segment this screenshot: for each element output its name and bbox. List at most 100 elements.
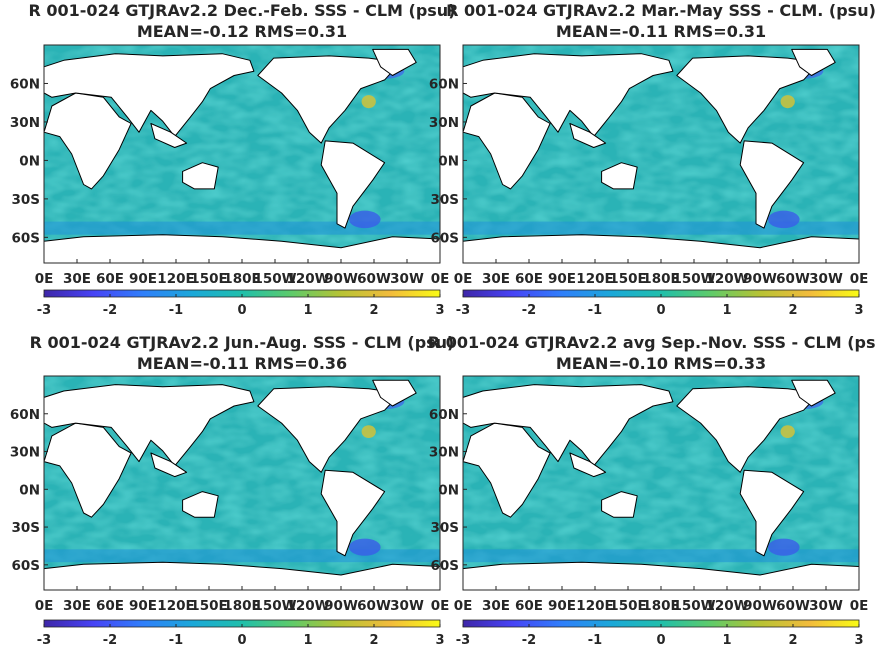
colorbar-tick-label: -1: [588, 633, 602, 648]
x-tick-label: 90E: [129, 598, 157, 614]
x-tick-label: 0E: [454, 271, 473, 287]
land-seAsia: [569, 452, 607, 478]
land-southAmerica: [320, 469, 386, 557]
x-tick-label: 90W: [324, 598, 358, 614]
anomaly-low: [767, 538, 800, 556]
colorbar-tick-label: -2: [103, 633, 117, 648]
x-tick-label: 90W: [743, 598, 777, 614]
land-northAmerica: [676, 386, 820, 473]
land-greenland: [372, 48, 417, 76]
y-tick-label: 60S: [11, 558, 40, 574]
x-tick-label: 60W: [357, 598, 391, 614]
southern-ocean-band: [463, 221, 859, 235]
x-tick-label: 30W: [390, 271, 424, 287]
land-africa: [43, 422, 132, 518]
land-australia: [182, 162, 219, 190]
land-greenland: [791, 48, 836, 76]
y-tick-label: 30N: [429, 445, 459, 461]
map-panel-4: R 001-024 GTJRAv2.2 avg Sep.-Nov. SSS - …: [428, 333, 875, 648]
x-tick-label: 30E: [63, 271, 91, 287]
x-tick-label: 60E: [96, 271, 124, 287]
y-tick-label: 30S: [430, 520, 459, 536]
land-southAmerica: [320, 140, 386, 229]
panel-stats: MEAN=-0.11 RMS=0.36: [137, 354, 347, 373]
x-tick-label: 30E: [482, 271, 510, 287]
x-tick-label: 90W: [743, 271, 777, 287]
anomaly-low: [348, 538, 381, 556]
colorbar-tick-label: 1: [303, 303, 312, 318]
panel-title: R 001-024 GTJRAv2.2 avg Sep.-Nov. SSS - …: [428, 333, 875, 352]
colorbar-tick-label: 3: [854, 303, 863, 318]
land-antarctica: [43, 234, 441, 264]
x-tick-label: 30E: [63, 598, 91, 614]
x-tick-label: 0E: [35, 271, 54, 287]
land-antarctica: [43, 561, 441, 591]
y-tick-label: 30S: [11, 192, 40, 208]
colorbar-tick-label: 1: [303, 633, 312, 648]
colorbar-tick-label: 3: [435, 633, 444, 648]
colorbar-tick-label: 2: [788, 633, 797, 648]
colorbar-tick-label: -3: [456, 303, 470, 318]
x-tick-label: 60W: [776, 271, 810, 287]
x-tick-label: 0E: [431, 598, 450, 614]
y-tick-label: 30N: [429, 115, 459, 131]
x-tick-label: 150W: [672, 598, 715, 614]
colorbar-tick-label: -3: [37, 303, 51, 318]
y-tick-label: 0N: [19, 153, 40, 169]
x-tick-label: 120E: [576, 598, 613, 614]
land-northAmerica: [257, 55, 401, 144]
x-tick-label: 90E: [548, 271, 576, 287]
land-australia: [601, 491, 638, 518]
land-northAmerica: [676, 55, 820, 144]
x-tick-label: 180E: [642, 271, 679, 287]
x-tick-label: 0E: [35, 598, 54, 614]
x-tick-label: 90W: [324, 271, 358, 287]
y-tick-label: 60N: [10, 407, 40, 423]
x-tick-label: 150E: [609, 598, 646, 614]
land-australia: [601, 162, 638, 190]
land-seAsia: [150, 123, 188, 148]
map-panel-3: R 001-024 GTJRAv2.2 Jun.-Aug. SSS - CLM …: [10, 333, 454, 648]
colorbar-tick-label: -2: [103, 303, 117, 318]
colorbar-tick-label: 1: [722, 303, 731, 318]
land-eurasia: [43, 384, 255, 467]
colorbar-tick-label: -2: [522, 633, 536, 648]
x-tick-label: 120E: [576, 271, 613, 287]
x-tick-label: 150W: [672, 271, 715, 287]
x-tick-label: 90E: [129, 271, 157, 287]
southern-ocean-band: [44, 221, 440, 235]
southern-ocean-band: [463, 549, 859, 563]
colorbar-tick-label: -3: [37, 633, 51, 648]
x-tick-label: 120W: [286, 598, 329, 614]
y-tick-label: 30N: [10, 115, 40, 131]
land-northAmerica: [257, 386, 401, 473]
colorbar-tick-label: -1: [588, 303, 602, 318]
anomaly-low: [348, 210, 381, 229]
y-tick-label: 0N: [19, 482, 40, 498]
panel-stats: MEAN=-0.10 RMS=0.33: [556, 354, 766, 373]
x-tick-label: 0E: [454, 598, 473, 614]
x-tick-label: 90E: [548, 598, 576, 614]
x-tick-label: 30E: [482, 598, 510, 614]
x-tick-label: 0E: [431, 271, 450, 287]
y-tick-label: 60S: [430, 230, 459, 246]
colorbar-tick-label: 0: [656, 633, 665, 648]
land-eurasia: [43, 53, 255, 138]
x-tick-label: 180E: [223, 271, 260, 287]
x-tick-label: 30W: [390, 598, 424, 614]
x-tick-label: 30W: [809, 271, 843, 287]
map-panel-2: R 001-024 GTJRAv2.2 Mar.-May SSS - CLM. …: [429, 1, 875, 318]
anomaly-low: [767, 210, 800, 229]
colorbar-tick-label: -3: [456, 633, 470, 648]
x-tick-label: 60E: [515, 271, 543, 287]
x-tick-label: 120W: [705, 598, 748, 614]
anomaly-high: [361, 425, 376, 439]
colorbar-tick-label: 0: [656, 303, 665, 318]
y-tick-label: 30S: [430, 192, 459, 208]
y-tick-label: 0N: [438, 153, 459, 169]
x-tick-label: 120E: [157, 598, 194, 614]
x-tick-label: 60E: [96, 598, 124, 614]
colorbar-tick-label: 0: [237, 633, 246, 648]
x-tick-label: 150W: [253, 598, 296, 614]
